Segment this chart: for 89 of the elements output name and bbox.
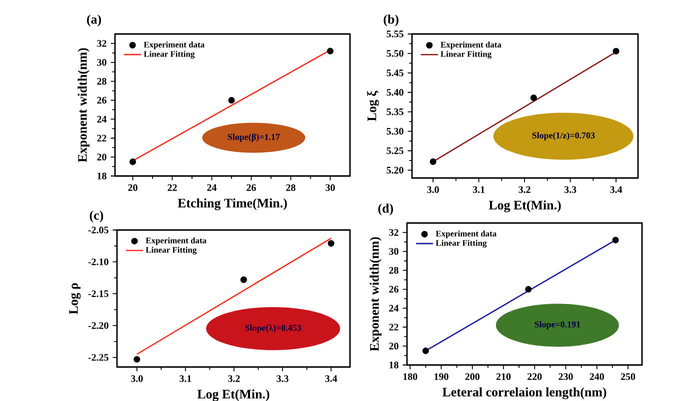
x-tick-label: 3.3 <box>276 375 288 382</box>
point <box>530 94 537 102</box>
x-tick-label: 30 <box>326 184 335 191</box>
chart-title: (d) <box>378 204 393 216</box>
y-axis-title: Log ξ <box>367 90 379 122</box>
x-tick-label: 28 <box>286 184 296 191</box>
point <box>422 348 429 354</box>
y-axis-title: Exponent width(nm) <box>370 237 382 352</box>
x-tick-label: 3.1 <box>180 375 192 382</box>
point <box>134 356 140 363</box>
chart-title: (b) <box>384 14 398 26</box>
y-tick-label: 32 <box>389 229 398 236</box>
point <box>612 48 620 54</box>
y-axis-title: Exponent width(nm) <box>78 48 90 162</box>
x-tick-label: 210 <box>496 373 511 380</box>
point <box>612 236 619 244</box>
y-tick-label: 22 <box>97 134 106 142</box>
legend-label: Experiment data <box>440 42 502 50</box>
x-tick-label: 22 <box>168 184 177 191</box>
point <box>326 48 334 54</box>
x-tick-label: 220 <box>528 373 542 380</box>
annotation: Slope(λ)=0.453 <box>245 324 302 333</box>
x-axis-title: Log Et(Min.) <box>197 389 270 401</box>
y-tick-label: 20 <box>389 342 398 350</box>
y-tick-label: -2.05 <box>88 226 108 234</box>
y-tick-label: -2.15 <box>88 290 108 298</box>
y-axis-title: Log ρ <box>69 283 81 314</box>
x-tick-label: 250 <box>620 373 636 380</box>
y-tick-label: 5.45 <box>386 70 404 76</box>
y-tick-label: 26 <box>389 286 398 293</box>
point <box>525 286 532 293</box>
x-tick-label: 26 <box>246 184 256 191</box>
y-tick-label: 5.35 <box>386 108 404 116</box>
y-tick-label: 5.20 <box>386 166 404 174</box>
y-tick-label: 20 <box>97 154 106 160</box>
legend-label: Experiment data <box>146 237 206 246</box>
x-tick-label: 190 <box>434 373 448 380</box>
y-tick-label: 24 <box>97 116 107 122</box>
y-tick-label: 5.55 <box>386 30 404 38</box>
x-tick-label: 3.4 <box>325 375 338 382</box>
y-tick-label: 18 <box>98 172 106 180</box>
x-tick-label: 3.2 <box>518 186 530 194</box>
legend-label: Linear Fitting <box>440 50 492 59</box>
legend-label: Linear Fitting <box>146 246 197 255</box>
y-tick-label: 26 <box>97 96 106 104</box>
x-tick-label: 180 <box>403 373 418 380</box>
x-tick-label: 3.1 <box>472 186 485 194</box>
x-tick-label: 240 <box>590 373 604 380</box>
y-tick-label: 32 <box>97 40 106 47</box>
x-tick-label: 3.2 <box>228 375 240 382</box>
x-tick-label: 200 <box>465 373 480 380</box>
legend-label: Linear Fitting <box>144 50 195 59</box>
chart-title: (c) <box>90 210 104 222</box>
annotation: Slope(1/z)=0.703 <box>532 132 595 140</box>
point <box>328 240 334 247</box>
x-tick-label: 3.4 <box>610 186 622 194</box>
x-tick-label: 24 <box>207 184 217 191</box>
y-tick-label: 24 <box>389 304 399 312</box>
y-tick-label: 18 <box>390 362 398 368</box>
y-tick-label: 28 <box>97 78 106 85</box>
y-tick-label: 28 <box>389 266 398 274</box>
annotation: Slope(β)=1.17 <box>228 134 280 142</box>
point <box>240 276 247 283</box>
x-axis-title: Log Et(Min.) <box>488 200 561 212</box>
x-tick-label: 3.0 <box>131 375 143 382</box>
y-tick-label: 5.25 <box>386 147 404 154</box>
x-tick-label: 230 <box>558 373 573 380</box>
legend-label: Experiment data <box>144 42 204 50</box>
x-tick-label: 3.0 <box>427 186 439 194</box>
y-tick-label: 22 <box>389 324 398 330</box>
y-tick-label: -2.10 <box>88 258 108 266</box>
annotation: Slope=0.191 <box>534 321 580 330</box>
chart-title: (a) <box>87 14 101 26</box>
y-tick-label: 5.50 <box>386 50 404 57</box>
point <box>129 158 136 166</box>
y-tick-label: 5.30 <box>386 128 404 135</box>
point <box>228 96 235 104</box>
y-tick-label: 5.40 <box>386 88 404 96</box>
legend-label: Experiment data <box>436 230 496 238</box>
y-tick-label: -2.20 <box>88 322 108 329</box>
x-axis-title: Leteral correlaion length(nm) <box>442 387 606 400</box>
x-axis-title: Etching Time(Min.) <box>178 198 287 210</box>
y-tick-label: 30 <box>97 59 106 66</box>
y-tick-label: -2.25 <box>88 354 108 361</box>
x-tick-label: 3.3 <box>564 186 576 194</box>
legend-label: Linear Fitting <box>436 240 487 248</box>
y-tick-label: 30 <box>389 248 398 255</box>
x-tick-label: 20 <box>128 184 138 191</box>
point <box>430 158 436 165</box>
